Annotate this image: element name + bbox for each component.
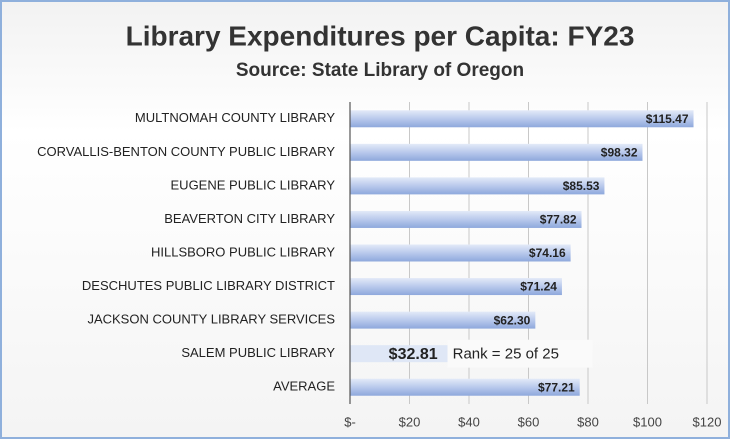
y-tick-label: JACKSON COUNTY LIBRARY SERVICES (87, 312, 335, 327)
bar (350, 378, 580, 396)
value-label: $32.81 (389, 346, 438, 363)
value-label: $71.24 (520, 280, 557, 294)
y-tick-label: EUGENE PUBLIC LIBRARY (171, 177, 336, 192)
bar (350, 177, 605, 195)
x-tick-label: $- (344, 414, 356, 429)
annotation-box (447, 339, 593, 368)
value-label: $98.32 (601, 146, 638, 160)
x-tick-label: $40 (458, 414, 480, 429)
bar (350, 244, 571, 262)
bar (350, 210, 582, 228)
y-tick-label: DESCHUTES PUBLIC LIBRARY DISTRICT (82, 278, 335, 293)
bar (350, 311, 536, 329)
value-label: $115.47 (646, 112, 689, 126)
y-tick-label: MULTNOMAH COUNTY LIBRARY (135, 110, 335, 125)
value-label: $77.21 (538, 380, 575, 394)
bar (350, 143, 643, 161)
y-tick-label: HILLSBORO PUBLIC LIBRARY (151, 244, 335, 259)
value-label: $62.30 (494, 313, 531, 327)
x-tick-label: $20 (399, 414, 421, 429)
bar (350, 278, 562, 296)
value-label: $77.82 (540, 213, 577, 227)
x-tick-label: $120 (693, 414, 722, 429)
y-tick-label: SALEM PUBLIC LIBRARY (181, 345, 335, 360)
y-tick-label: BEAVERTON CITY LIBRARY (164, 211, 335, 226)
y-tick-label: AVERAGE (273, 379, 335, 394)
value-label: $74.16 (529, 246, 566, 260)
x-tick-label: $100 (633, 414, 662, 429)
x-tick-label: $60 (518, 414, 540, 429)
chart-title: Library Expenditures per Capita: FY23 (126, 20, 635, 51)
chart-subtitle: Source: State Library of Oregon (236, 60, 524, 81)
annotation: Rank = 25 of 25 (453, 346, 559, 363)
value-label: $85.53 (563, 179, 600, 193)
bar (350, 110, 694, 128)
y-tick-label: CORVALLIS-BENTON COUNTY PUBLIC LIBRARY (37, 144, 335, 159)
bar (350, 345, 448, 363)
x-tick-label: $80 (577, 414, 599, 429)
